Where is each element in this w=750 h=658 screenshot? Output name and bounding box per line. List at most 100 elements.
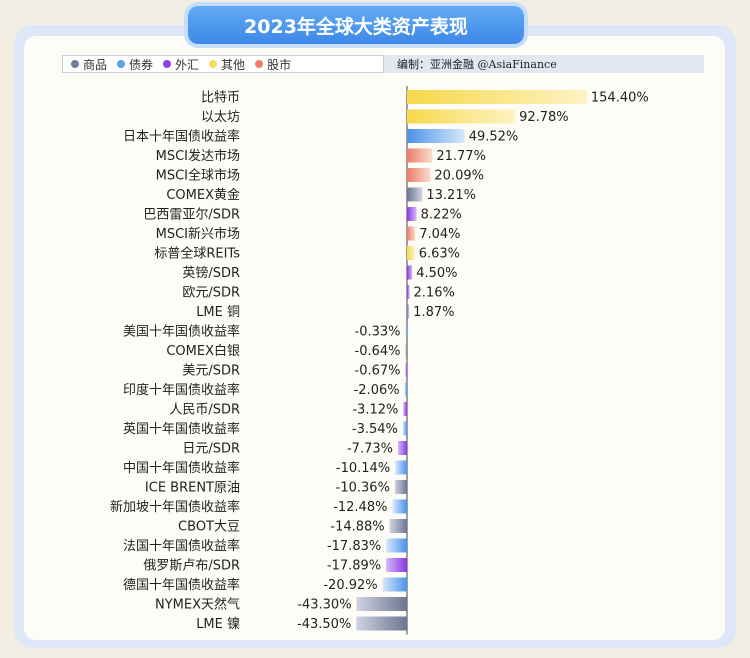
value-label: -2.06% (354, 383, 400, 398)
legend-item: 商品 (71, 56, 107, 73)
value-label: -0.33% (355, 325, 401, 340)
category-label: 日元/SDR (182, 442, 240, 457)
bar (407, 207, 417, 221)
bar (389, 519, 407, 533)
bar (402, 421, 407, 436)
legend-label: 商品 (83, 57, 108, 72)
category-label: 日本十年国债收益率 (123, 129, 240, 145)
value-label: -43.50% (297, 617, 351, 632)
value-label: -20.92% (323, 578, 377, 593)
bar (405, 363, 407, 377)
category-label: 英国十年国债收益率 (123, 421, 240, 437)
legend-item: 其他 (209, 56, 245, 73)
category-label: 新加坡十年国债收益率 (110, 499, 240, 515)
value-label: 21.77% (436, 149, 486, 164)
legend-item: 外汇 (163, 56, 199, 73)
legend-item: 债券 (117, 56, 153, 73)
bar (407, 304, 410, 319)
bar (407, 148, 433, 163)
category-label: 欧元/SDR (182, 286, 240, 301)
legend: 商品 债券 外汇 其他 股市 (62, 55, 384, 73)
legend-dot-icon (71, 60, 79, 68)
legend-dot-icon (209, 60, 218, 68)
bar (407, 265, 413, 280)
category-label: CBOT大豆 (178, 520, 240, 535)
chart-title: 2023年全球大类资产表现 (188, 6, 524, 44)
category-label: 法国十年国债收益率 (123, 538, 240, 554)
bar (386, 558, 407, 572)
legend-label: 债券 (129, 57, 154, 72)
category-label: 俄罗斯卢布/SDR (143, 558, 240, 574)
bar (395, 460, 407, 475)
value-label: 20.09% (434, 169, 484, 184)
value-label: -17.83% (327, 539, 381, 554)
category-label: 印度十年国债收益率 (123, 382, 240, 398)
value-label: 92.78% (519, 110, 569, 125)
legend-item: 股市 (255, 56, 291, 73)
category-label: MSCI新兴市场 (156, 226, 240, 242)
category-label: 英镑/SDR (182, 265, 240, 281)
category-label: 比特币 (201, 91, 240, 106)
bar (407, 129, 465, 143)
value-label: -3.12% (352, 403, 398, 418)
value-label: 6.63% (419, 247, 460, 262)
value-label: -10.14% (336, 461, 390, 476)
credit-text: 编制：亚洲金融 @AsiaFinance (397, 58, 557, 71)
bar (356, 616, 407, 631)
category-label: COMEX黄金 (166, 187, 240, 203)
value-label: -17.89% (327, 559, 381, 574)
bar (386, 538, 407, 553)
bar (405, 343, 407, 358)
value-label: 2.16% (414, 286, 455, 301)
category-label: MSCI全球市场 (156, 168, 240, 184)
category-label: 中国十年国债收益率 (123, 460, 240, 476)
legend-label: 其他 (221, 57, 246, 72)
bar (407, 109, 516, 124)
bar (407, 246, 415, 260)
bar (404, 382, 407, 397)
value-label: -0.64% (355, 344, 401, 359)
legend-dot-icon (163, 60, 172, 68)
bar (407, 187, 423, 202)
category-label: ICE BRENT原油 (145, 481, 240, 496)
bar (407, 285, 410, 299)
value-label: 13.21% (426, 188, 476, 203)
legend-label: 外汇 (175, 57, 200, 72)
category-label: LME 铜 (196, 305, 240, 320)
value-label: -10.36% (336, 481, 390, 496)
bar (394, 480, 407, 494)
value-label: 4.50% (416, 266, 457, 281)
legend-dot-icon (255, 60, 264, 68)
bar (397, 441, 407, 455)
category-label: LME 镍 (196, 617, 240, 632)
value-label: -43.30% (297, 598, 351, 613)
value-label: 8.22% (421, 208, 462, 223)
bar (392, 499, 407, 514)
bar (407, 90, 587, 104)
category-label: 标普全球REITs (154, 246, 240, 262)
category-label: 巴西雷亚尔/SDR (143, 208, 240, 223)
legend-bar: 商品 债券 外汇 其他 股市 编制：亚洲金融 @AsiaFinance (62, 55, 704, 73)
value-label: -14.88% (330, 520, 384, 535)
legend-dot-icon (117, 60, 126, 68)
value-label: -3.54% (352, 422, 398, 437)
category-label: 以太坊 (201, 110, 240, 125)
category-label: 人民币/SDR (169, 403, 240, 418)
bar (407, 168, 431, 182)
bar (405, 324, 407, 338)
value-label: 154.40% (591, 91, 649, 106)
legend-label: 股市 (267, 57, 292, 72)
category-label: COMEX白银 (166, 343, 240, 359)
category-label: 德国十年国债收益率 (123, 577, 240, 593)
value-label: -12.48% (333, 500, 387, 515)
category-label: NYMEX天然气 (155, 597, 240, 613)
bar (407, 226, 416, 241)
category-label: 美元/SDR (182, 364, 240, 379)
chart-card (24, 36, 725, 640)
value-label: 7.04% (419, 227, 460, 242)
category-label: 美国十年国债收益率 (123, 324, 240, 340)
bar (356, 597, 407, 611)
value-label: -0.67% (355, 364, 401, 379)
bar (403, 402, 407, 416)
